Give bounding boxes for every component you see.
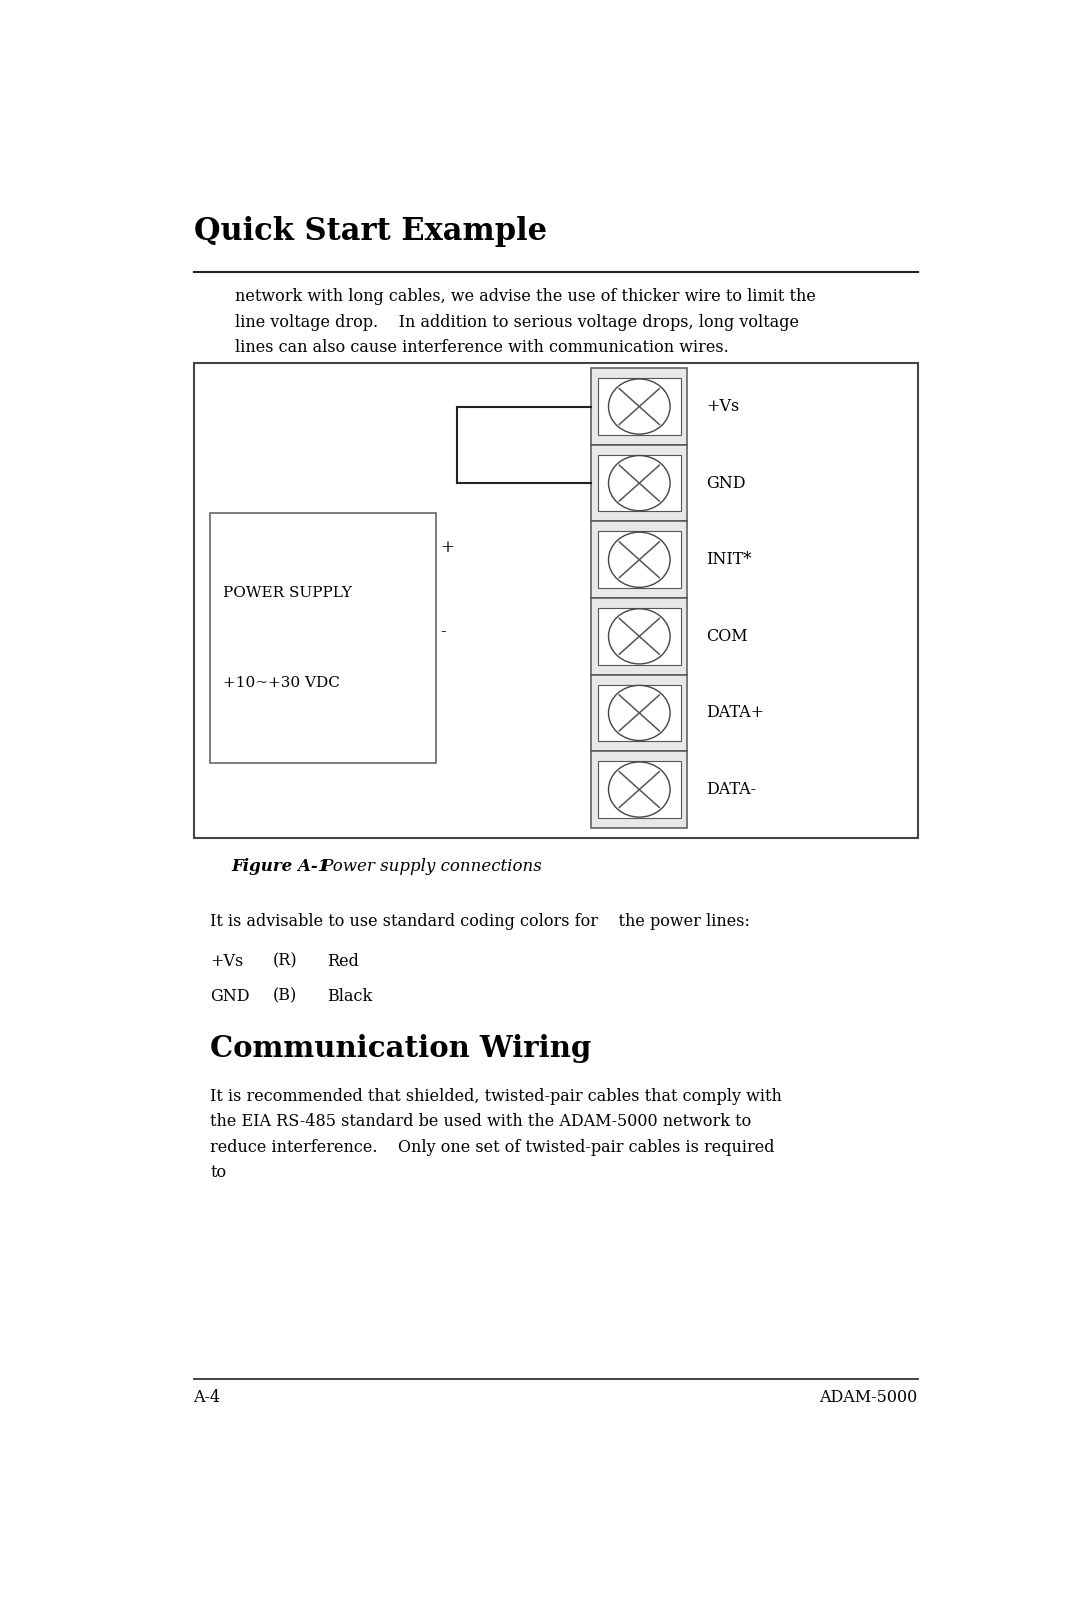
Bar bbox=[211, 513, 436, 762]
Ellipse shape bbox=[608, 380, 670, 435]
Text: ADAM-5000: ADAM-5000 bbox=[820, 1388, 918, 1406]
Ellipse shape bbox=[608, 456, 670, 511]
Text: Black: Black bbox=[327, 988, 373, 1004]
Bar bbox=[591, 751, 687, 827]
Bar bbox=[591, 368, 687, 444]
Bar bbox=[598, 761, 680, 817]
Text: +: + bbox=[441, 539, 455, 556]
Text: It is recommended that shielded, twisted-pair cables that comply with
the EIA RS: It is recommended that shielded, twisted… bbox=[211, 1088, 782, 1181]
Bar bbox=[591, 675, 687, 751]
Text: INIT*: INIT* bbox=[706, 551, 752, 568]
Ellipse shape bbox=[608, 608, 670, 663]
Bar bbox=[193, 363, 918, 839]
Text: (B): (B) bbox=[273, 988, 297, 1004]
Text: COM: COM bbox=[706, 628, 747, 646]
Text: +Vs: +Vs bbox=[706, 397, 739, 415]
Text: POWER SUPPLY: POWER SUPPLY bbox=[222, 586, 352, 600]
Ellipse shape bbox=[608, 762, 670, 817]
Text: Red: Red bbox=[327, 952, 360, 970]
Text: Communication Wiring: Communication Wiring bbox=[211, 1033, 592, 1062]
Text: (R): (R) bbox=[273, 952, 298, 970]
Text: Figure A-1: Figure A-1 bbox=[231, 858, 329, 876]
Text: Power supply connections: Power supply connections bbox=[318, 858, 542, 876]
Bar bbox=[591, 521, 687, 599]
Bar bbox=[598, 378, 680, 435]
Text: +10~+30 VDC: +10~+30 VDC bbox=[222, 676, 340, 689]
Text: network with long cables, we advise the use of thicker wire to limit the
line vo: network with long cables, we advise the … bbox=[235, 289, 816, 357]
Ellipse shape bbox=[608, 686, 670, 741]
Bar bbox=[591, 444, 687, 521]
Text: GND: GND bbox=[211, 988, 249, 1004]
Text: DATA-: DATA- bbox=[706, 782, 756, 798]
Text: It is advisable to use standard coding colors for    the power lines:: It is advisable to use standard coding c… bbox=[211, 913, 751, 929]
Text: -: - bbox=[441, 623, 446, 641]
Text: A-4: A-4 bbox=[193, 1388, 220, 1406]
Bar bbox=[598, 454, 680, 511]
Bar bbox=[598, 532, 680, 589]
Text: +Vs: +Vs bbox=[211, 952, 244, 970]
Ellipse shape bbox=[608, 532, 670, 587]
Text: GND: GND bbox=[706, 475, 745, 491]
Bar bbox=[598, 608, 680, 665]
Text: DATA+: DATA+ bbox=[706, 704, 764, 722]
Text: Quick Start Example: Quick Start Example bbox=[193, 216, 546, 247]
Bar bbox=[598, 684, 680, 741]
Bar bbox=[591, 599, 687, 675]
